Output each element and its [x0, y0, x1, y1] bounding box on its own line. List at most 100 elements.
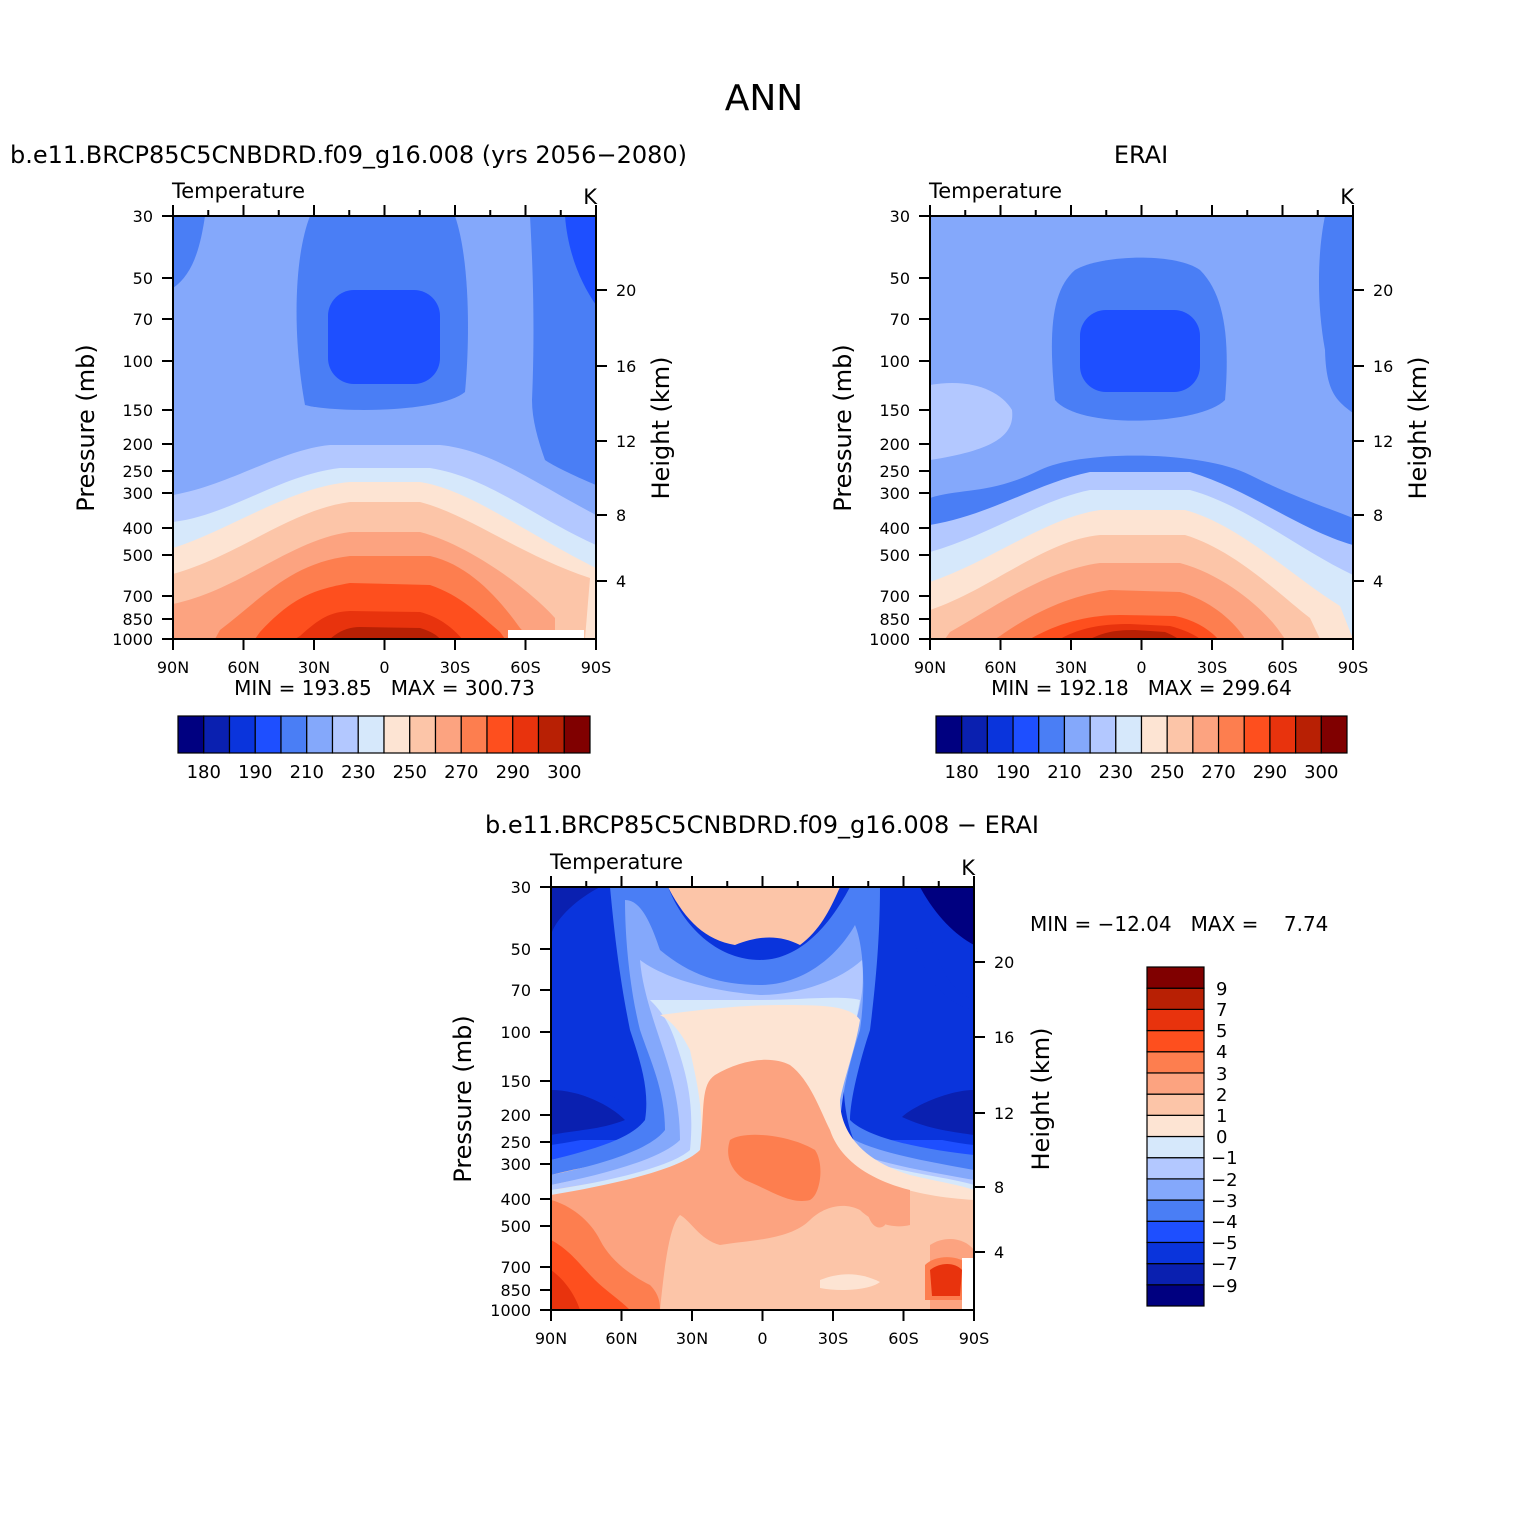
colorbar-swatch	[434, 715, 462, 754]
h-tick-label: 12	[994, 1104, 1014, 1123]
colorbar-swatch	[409, 715, 437, 754]
left-label: Temperature	[928, 179, 1062, 203]
colorbar-swatch	[1146, 1263, 1205, 1286]
min-max-label: MIN = 193.85 MAX = 300.73	[234, 676, 535, 700]
colorbar-swatch	[177, 715, 205, 754]
colorbar-swatch	[1146, 1199, 1205, 1222]
colorbar-label: 300	[547, 762, 581, 783]
p-tick-label: 300	[500, 1155, 531, 1174]
colorbar-label: −2	[1211, 1170, 1238, 1191]
p-tick-label: 70	[133, 310, 153, 329]
colorbar-swatch	[1192, 715, 1220, 754]
colorbar-swatch	[1166, 715, 1194, 754]
colorbar: 9 7 5 4 3 2 1 0 −1 −2 −3 −4 −5 −7 −9	[1146, 966, 1238, 1307]
p-axis: 30 50 70 100 150 200 250 300 400 500 700…	[490, 878, 531, 1320]
band-4	[565, 216, 596, 305]
contour-field	[551, 887, 974, 1310]
p-tick-label: 700	[500, 1258, 531, 1277]
colorbar-swatch	[1146, 1114, 1205, 1138]
p-tick-label: 150	[879, 401, 910, 420]
colorbar-swatch	[1146, 1178, 1205, 1201]
band-20	[820, 1274, 880, 1290]
h-tick-label: 16	[994, 1028, 1014, 1047]
colorbar-swatch	[1146, 1157, 1205, 1180]
colorbar-swatch	[961, 715, 988, 754]
colorbar-swatch	[1320, 715, 1348, 754]
colorbar-label: −4	[1211, 1212, 1238, 1233]
x-tick-label: 0	[1136, 658, 1146, 677]
x-tick-label: 30N	[1055, 658, 1087, 677]
h-tick-label: 20	[616, 281, 636, 300]
p-tick-label: 300	[122, 484, 153, 503]
colorbar-label: −9	[1211, 1276, 1238, 1297]
y2-axis-label: Height (km)	[1404, 357, 1432, 500]
missing-region	[508, 630, 584, 639]
colorbar-swatch	[537, 715, 565, 754]
panel-title: b.e11.BRCP85C5CNBDRD.f09_g16.008 − ERAI	[485, 811, 1039, 839]
p-tick-label: 400	[879, 519, 910, 538]
colorbar-label: 4	[1216, 1042, 1227, 1063]
colorbar-swatch	[1012, 715, 1040, 754]
y-axis-label: Pressure (mb)	[829, 344, 857, 511]
panel-obs: ERAI Temperature K 90N 60N 30N 0 30S	[829, 141, 1432, 783]
p-tick-label: 200	[122, 435, 153, 454]
h-tick-label: 4	[616, 572, 626, 591]
colorbar-label: 190	[238, 762, 272, 783]
p-tick-label: 700	[122, 587, 153, 606]
colorbar: 180 190 210 230 250 270 290 300	[935, 715, 1348, 783]
x-tick-label: 60N	[227, 658, 259, 677]
units-label: K	[961, 856, 976, 880]
colorbar-swatch	[1146, 1284, 1205, 1307]
colorbar-label: 190	[996, 762, 1030, 783]
h-tick-label: 16	[1373, 357, 1393, 376]
p-tick-label: 70	[511, 981, 531, 1000]
colorbar-swatch	[1269, 715, 1297, 754]
x-tick-label: 0	[757, 1329, 767, 1348]
h-tick-label: 20	[994, 953, 1014, 972]
p-tick-label: 50	[511, 940, 531, 959]
colorbar-swatch	[331, 715, 359, 754]
p-tick-label: 250	[500, 1133, 531, 1152]
p-tick-label: 50	[133, 269, 153, 288]
colorbar-label: 210	[1047, 762, 1081, 783]
x-tick-label: 60S	[1267, 658, 1298, 677]
x-tick-label: 90S	[581, 658, 612, 677]
colorbar-swatch	[254, 715, 282, 754]
band-4	[1080, 310, 1200, 392]
h-axis: 20 16 12 8 4	[616, 281, 636, 591]
colorbar-label: 290	[1253, 762, 1287, 783]
panel-diff: b.e11.BRCP85C5CNBDRD.f09_g16.008 − ERAI …	[449, 811, 1328, 1348]
band-6	[328, 290, 440, 384]
p-tick-label: 1000	[869, 630, 910, 649]
h-tick-label: 12	[616, 432, 636, 451]
colorbar-swatch	[1146, 1051, 1205, 1074]
x-tick-label: 60N	[984, 658, 1016, 677]
colorbar-swatch	[1295, 715, 1322, 754]
colorbar-label: 3	[1216, 1064, 1227, 1085]
colorbar-label: 250	[1150, 762, 1184, 783]
p-tick-label: 100	[122, 352, 153, 371]
colorbar-swatch	[1115, 715, 1143, 754]
band-15	[728, 1134, 821, 1201]
colorbar-swatch	[1140, 715, 1168, 754]
figure-title: ANN	[725, 78, 804, 119]
colorbar-swatch	[512, 715, 540, 754]
axis-ticks	[919, 205, 1364, 650]
colorbar-label: 270	[444, 762, 478, 783]
colorbar-label: 250	[393, 762, 427, 783]
colorbar-label: 300	[1304, 762, 1338, 783]
colorbar-swatch	[228, 715, 256, 754]
colorbar-swatch	[306, 715, 334, 754]
colorbar-swatch	[1146, 1072, 1205, 1095]
x-tick-label: 60N	[605, 1329, 637, 1348]
p-tick-label: 850	[122, 610, 153, 629]
x-axis: 90N 60N 30N 0 30S 60S 90S	[157, 658, 611, 677]
band-6	[920, 887, 974, 945]
panel-title: ERAI	[1114, 141, 1168, 169]
colorbar-swatch	[280, 715, 308, 754]
y-axis-label: Pressure (mb)	[449, 1015, 477, 1182]
colorbar-label: 270	[1201, 762, 1235, 783]
x-axis: 90N 60N 30N 0 30S 60S 90S	[535, 1329, 989, 1348]
left-label: Temperature	[549, 850, 683, 874]
